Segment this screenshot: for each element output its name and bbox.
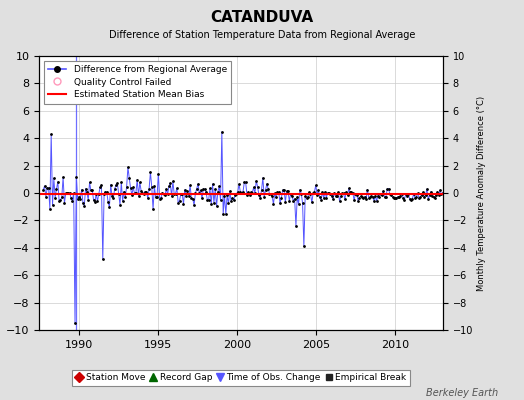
Text: CATANDUVA: CATANDUVA [211,10,313,25]
Y-axis label: Monthly Temperature Anomaly Difference (°C): Monthly Temperature Anomaly Difference (… [477,96,486,290]
Text: Berkeley Earth: Berkeley Earth [425,388,498,398]
Legend: Station Move, Record Gap, Time of Obs. Change, Empirical Break: Station Move, Record Gap, Time of Obs. C… [72,370,410,386]
Text: Difference of Station Temperature Data from Regional Average: Difference of Station Temperature Data f… [109,30,415,40]
